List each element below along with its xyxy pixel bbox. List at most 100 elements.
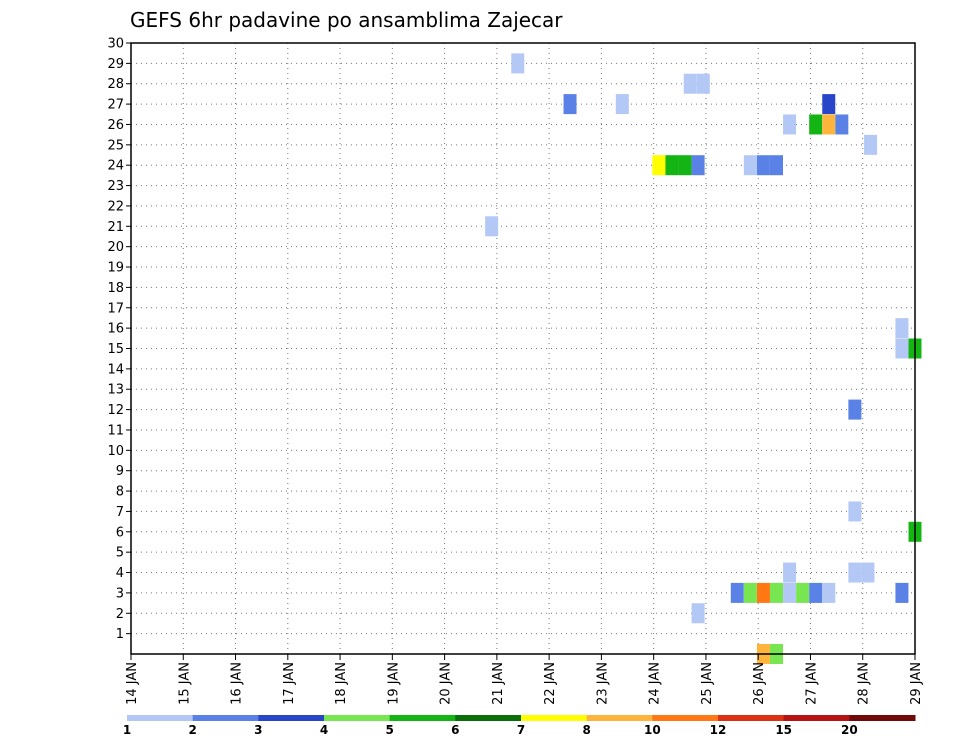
data-cell bbox=[835, 114, 849, 135]
y-tick-label: 14 bbox=[107, 362, 124, 377]
data-cell bbox=[809, 114, 823, 135]
data-cell bbox=[769, 582, 783, 603]
y-tick-label: 3 bbox=[116, 586, 124, 601]
data-cell bbox=[895, 338, 909, 359]
x-axis: 14 JAN 15 JAN 16 JAN 17 JAN 18 JAN 19 JAN 20 J… bbox=[125, 654, 924, 705]
x-tick-label: 20 JAN bbox=[439, 662, 454, 705]
colorbar-segment bbox=[849, 715, 916, 721]
y-tick-label: 18 bbox=[107, 281, 124, 296]
data-cell bbox=[895, 318, 909, 339]
data-cells bbox=[485, 53, 922, 664]
colorbar-label: 6 bbox=[451, 723, 459, 737]
colorbar-segment bbox=[324, 715, 391, 721]
y-tick-label: 11 bbox=[107, 423, 124, 438]
data-cell bbox=[730, 582, 744, 603]
data-cell bbox=[848, 501, 862, 522]
x-tick-label: 22 JAN bbox=[543, 662, 558, 705]
y-tick-label: 30 bbox=[107, 37, 124, 52]
y-tick-label: 4 bbox=[116, 566, 124, 581]
y-tick-label: 13 bbox=[107, 383, 124, 398]
y-tick-label: 23 bbox=[107, 179, 124, 194]
colorbar-label: 3 bbox=[254, 723, 262, 737]
x-tick-label: 14 JAN bbox=[125, 662, 140, 705]
colorbar-segment bbox=[521, 715, 588, 721]
x-tick-label: 15 JAN bbox=[177, 662, 192, 705]
colorbar-label: 12 bbox=[710, 723, 727, 737]
y-tick-label: 1 bbox=[116, 627, 124, 642]
data-cell bbox=[696, 73, 710, 94]
colorbar-label: 5 bbox=[385, 723, 393, 737]
x-tick-label: 24 JAN bbox=[648, 662, 663, 705]
data-cell bbox=[848, 562, 862, 583]
data-cell bbox=[822, 582, 836, 603]
y-tick-label: 5 bbox=[116, 546, 124, 561]
data-cell bbox=[652, 155, 666, 176]
data-cell bbox=[895, 582, 909, 603]
y-tick-label: 12 bbox=[107, 403, 124, 418]
y-tick-label: 16 bbox=[107, 322, 124, 337]
data-cell bbox=[783, 582, 797, 603]
colorbar-label: 10 bbox=[644, 723, 661, 737]
colorbar-label: 8 bbox=[582, 723, 590, 737]
plot-frame bbox=[130, 42, 916, 655]
colorbar-segment bbox=[455, 715, 522, 721]
data-cell bbox=[796, 582, 810, 603]
colorbar-segment bbox=[127, 715, 194, 721]
y-tick-label: 20 bbox=[107, 240, 124, 255]
data-cell bbox=[511, 53, 525, 74]
colorbar-segment bbox=[258, 715, 325, 721]
x-tick-label: 21 JAN bbox=[491, 662, 506, 705]
y-tick-label: 28 bbox=[107, 77, 124, 92]
y-tick-label: 24 bbox=[107, 159, 124, 174]
y-tick-label: 2 bbox=[116, 607, 124, 622]
colorbar-label: 15 bbox=[775, 723, 792, 737]
colorbar: 1 2 3 4 5 6 7 8 10 12 15 20 bbox=[123, 715, 916, 737]
y-tick-label: 9 bbox=[116, 464, 124, 479]
x-tick-label: 26 JAN bbox=[752, 662, 767, 705]
y-tick-label: 22 bbox=[107, 199, 124, 214]
y-tick-label: 21 bbox=[107, 220, 124, 235]
grid-lines bbox=[130, 43, 916, 654]
x-tick-label: 27 JAN bbox=[804, 662, 819, 705]
data-cell bbox=[783, 114, 797, 135]
y-tick-label: 26 bbox=[107, 118, 124, 133]
data-cell bbox=[743, 582, 757, 603]
colorbar-label: 2 bbox=[188, 723, 196, 737]
colorbar-segment bbox=[389, 715, 456, 721]
colorbar-label: 1 bbox=[123, 723, 131, 737]
x-tick-label: 25 JAN bbox=[700, 662, 715, 705]
colorbar-label: 20 bbox=[841, 723, 858, 737]
x-tick-label: 29 JAN bbox=[909, 662, 924, 705]
data-cell bbox=[691, 603, 705, 624]
colorbar-segment bbox=[783, 715, 850, 721]
data-cell bbox=[743, 155, 757, 176]
data-cell bbox=[861, 562, 875, 583]
y-tick-label: 6 bbox=[116, 525, 124, 540]
y-axis: 1234567891011121314151617181920212223242… bbox=[107, 37, 131, 642]
y-tick-label: 25 bbox=[107, 138, 124, 153]
data-cell bbox=[665, 155, 679, 176]
data-cell bbox=[783, 562, 797, 583]
data-cell bbox=[809, 582, 823, 603]
data-cell bbox=[756, 582, 770, 603]
data-cell bbox=[485, 216, 499, 237]
y-tick-label: 19 bbox=[107, 261, 124, 276]
data-cell bbox=[769, 155, 783, 176]
data-cell bbox=[848, 399, 862, 420]
data-cell bbox=[678, 155, 692, 176]
colorbar-label: 4 bbox=[320, 723, 328, 737]
data-cell bbox=[822, 114, 836, 135]
data-cell bbox=[756, 155, 770, 176]
chart-title: GEFS 6hr padavine po ansamblima Zajecar bbox=[130, 8, 563, 32]
y-tick-label: 10 bbox=[107, 444, 124, 459]
y-tick-label: 29 bbox=[107, 57, 124, 72]
data-cell bbox=[864, 134, 878, 155]
data-cell bbox=[822, 94, 836, 115]
colorbar-segment bbox=[718, 715, 785, 721]
y-tick-label: 8 bbox=[116, 485, 124, 500]
x-tick-label: 16 JAN bbox=[230, 662, 245, 705]
data-cell bbox=[683, 73, 697, 94]
y-tick-label: 7 bbox=[116, 505, 124, 520]
data-cell bbox=[563, 94, 577, 115]
